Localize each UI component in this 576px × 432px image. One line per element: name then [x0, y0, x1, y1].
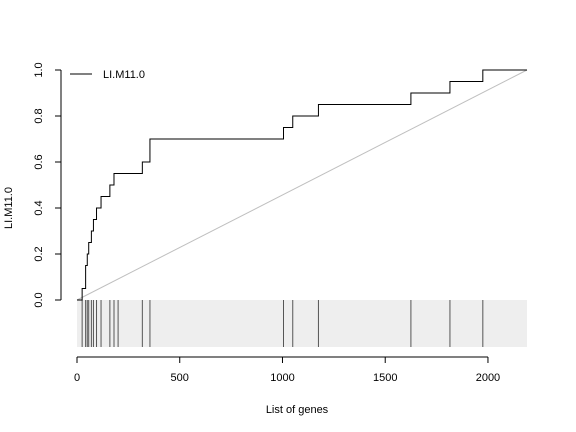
- legend: LI.M11.0: [70, 69, 145, 81]
- y-tick-label-3: 0.6: [33, 154, 45, 169]
- y-axis-label: LI.M11.0: [3, 187, 15, 229]
- series-layer: [77, 69, 527, 301]
- y-tick-label-0: 0.0: [33, 292, 45, 307]
- x-tick-label-2: 1000: [270, 372, 294, 384]
- reference-layer: [76, 69, 528, 301]
- x-tick-label-1: 500: [171, 372, 189, 384]
- x-tick-label-0: 0: [74, 372, 80, 384]
- y-tick-label-1: 0.2: [33, 246, 45, 261]
- x-tick-label-4: 2000: [476, 372, 500, 384]
- series-line-0: [77, 69, 527, 301]
- x-axis-label: List of genes: [266, 404, 329, 416]
- y-tick-label-4: 0.8: [33, 108, 45, 123]
- y-tick-label-2: 0.4: [33, 200, 45, 215]
- legend-label: LI.M11.0: [103, 69, 145, 81]
- axes-layer: 0 500 1000 1500 2000 0.0 0.2 0.4 0.6 0.8 1.0: [33, 62, 500, 384]
- y-tick-label-5: 1.0: [33, 62, 45, 77]
- reference-diagonal: [76, 69, 528, 301]
- x-tick-label-3: 1500: [373, 372, 397, 384]
- rug-layer: [77, 300, 527, 347]
- rug-band: [77, 300, 527, 347]
